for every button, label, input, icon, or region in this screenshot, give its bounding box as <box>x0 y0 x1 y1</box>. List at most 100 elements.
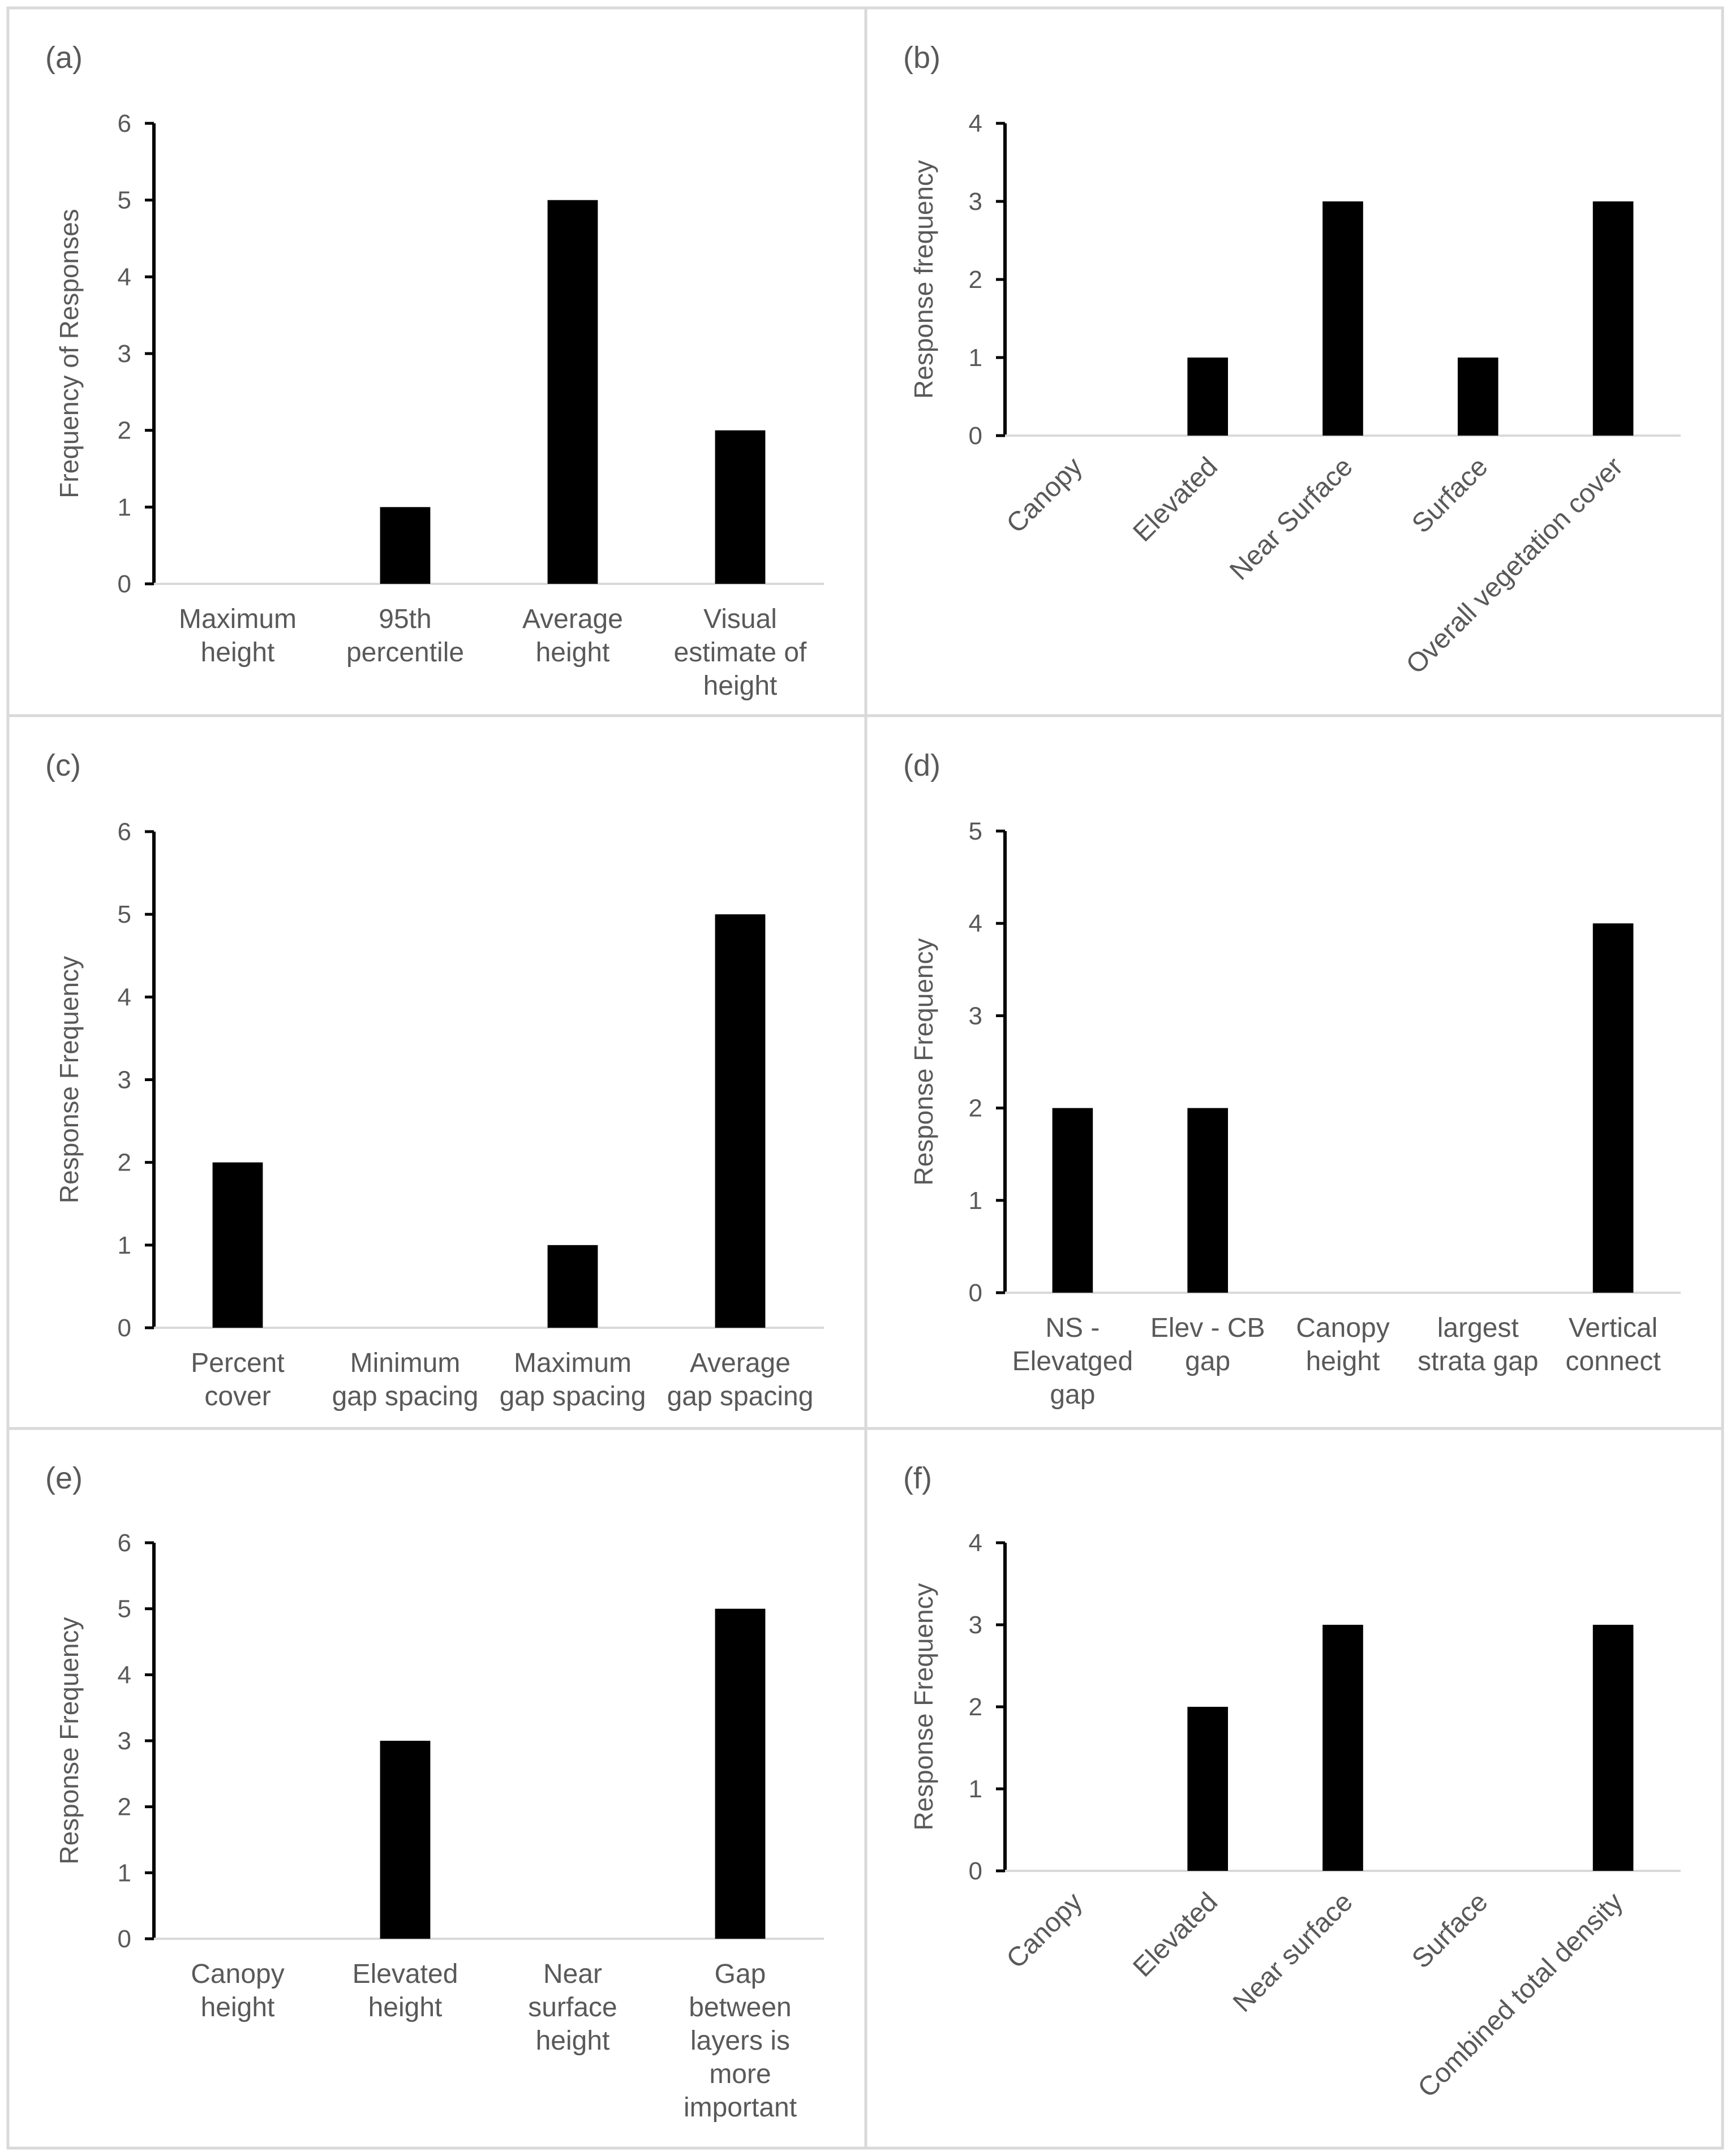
x-category-label: largest strata gap <box>1418 1313 1538 1376</box>
bar <box>547 1245 598 1328</box>
panel-e: (e) Response Frequency 0 1 2 3 4 5 6 Canopy height… <box>6 1427 868 2150</box>
y-tick-label: 6 <box>118 110 131 137</box>
panel-f: (f) Response Frequency 0 1 2 3 4 Canopy Elevated… <box>864 1427 1724 2150</box>
y-tick-label: 2 <box>969 1095 982 1122</box>
bar <box>212 1162 263 1328</box>
y-tick-label: 2 <box>969 1693 982 1721</box>
x-category-label: Elevated <box>1127 451 1223 548</box>
panel-b: (b) Response frequency 0 1 2 3 4 Canopy Elevated… <box>864 6 1724 717</box>
bar <box>1457 358 1498 436</box>
bar <box>1592 923 1634 1293</box>
bar <box>1322 201 1363 436</box>
panel-border <box>864 1427 1724 2150</box>
bar <box>1052 1108 1093 1293</box>
y-tick-label: 5 <box>969 817 982 845</box>
x-category-label: Near surface height <box>528 1959 617 2056</box>
y-axis-title: Frequency of Responses <box>54 209 84 498</box>
y-tick-label: 2 <box>118 1793 131 1821</box>
y-tick-label: 5 <box>118 1595 131 1623</box>
y-axis-title: Response Frequency <box>909 1583 938 1830</box>
y-tick-label: 6 <box>118 818 131 846</box>
x-category-label: Maximum height <box>179 604 297 668</box>
x-category-label: Percent cover <box>191 1348 284 1411</box>
x-category-label: Canopy height <box>191 1959 284 2022</box>
panel-a: (a) Frequency of Responses 0 1 2 3 4 5 6 Maximum h… <box>6 6 868 717</box>
x-category-label: 95th percentile <box>346 604 464 668</box>
y-tick-label: 1 <box>969 1775 982 1803</box>
y-tick-label: 1 <box>969 1187 982 1215</box>
panel-label: (e) <box>45 1461 83 1495</box>
panel-label: (f) <box>903 1461 932 1495</box>
bar <box>1187 358 1229 436</box>
x-category-label: Average height <box>522 604 623 668</box>
y-tick-label: 2 <box>118 417 131 445</box>
bar <box>1592 201 1634 436</box>
panel-label: (a) <box>45 41 83 75</box>
y-tick-label: 1 <box>118 1859 131 1887</box>
x-category-label: Elevated height <box>353 1959 458 2022</box>
x-category-label: Surface <box>1406 1887 1493 1974</box>
x-category-label: Average gap spacing <box>667 1348 814 1411</box>
x-category-label: Vertical connect <box>1566 1313 1661 1376</box>
x-category-label: Near Surface <box>1224 451 1358 586</box>
y-tick-label: 0 <box>118 570 131 598</box>
bar <box>715 1608 766 1939</box>
y-tick-label: 4 <box>118 1661 131 1689</box>
x-category-label: NS -Elevatged gap <box>1012 1313 1133 1410</box>
x-category-label: Elev - CB gap <box>1150 1313 1265 1376</box>
bar <box>380 1741 431 1939</box>
y-tick-label: 0 <box>969 422 982 450</box>
bar <box>715 430 766 584</box>
x-category-label: Gap between layers is more important <box>684 1959 797 2123</box>
x-category-label: Near surface <box>1227 1887 1359 2018</box>
y-tick-label: 1 <box>118 493 131 521</box>
x-category-label: Surface <box>1406 451 1493 539</box>
y-tick-label: 3 <box>969 188 982 216</box>
y-tick-label: 1 <box>969 344 982 372</box>
y-tick-label: 3 <box>969 1002 982 1030</box>
panel-c: (c) Response Frequency 0 1 2 3 4 5 6 Percent cover… <box>6 714 868 1430</box>
bar <box>380 507 431 584</box>
y-tick-label: 2 <box>118 1149 131 1177</box>
y-tick-label: 5 <box>118 901 131 928</box>
panel-label: (b) <box>903 41 940 75</box>
y-tick-label: 4 <box>969 910 982 937</box>
y-tick-label: 3 <box>969 1611 982 1639</box>
y-tick-label: 4 <box>118 263 131 291</box>
bar <box>1187 1108 1229 1293</box>
y-axis-title: Response Frequency <box>54 1617 84 1864</box>
y-tick-label: 4 <box>969 1529 982 1557</box>
panel-d: (d) Response Frequency 0 1 2 3 4 5 NS -Elevatged… <box>864 714 1724 1430</box>
x-category-label: Canopy <box>1001 1887 1088 1974</box>
y-tick-label: 3 <box>118 1727 131 1755</box>
y-tick-label: 2 <box>969 266 982 294</box>
bar <box>1187 1707 1229 1871</box>
y-tick-label: 3 <box>118 1066 131 1094</box>
y-tick-label: 5 <box>118 187 131 214</box>
bar <box>715 914 766 1328</box>
bar <box>1322 1625 1363 1871</box>
y-tick-label: 0 <box>969 1279 982 1307</box>
y-tick-label: 6 <box>118 1529 131 1557</box>
y-axis-title: Response Frequency <box>909 938 938 1185</box>
bar <box>1592 1625 1634 1871</box>
x-category-label: Minimum gap spacing <box>332 1348 479 1411</box>
bar <box>547 200 598 584</box>
x-category-label: Maximum gap spacing <box>500 1348 646 1411</box>
y-tick-label: 1 <box>118 1232 131 1259</box>
panel-label: (d) <box>903 748 940 782</box>
y-tick-label: 0 <box>118 1314 131 1342</box>
x-category-label: Elevated <box>1127 1887 1223 1983</box>
y-tick-label: 3 <box>118 340 131 368</box>
x-category-label: Canopy <box>1001 451 1088 539</box>
y-axis-title: Response frequency <box>909 160 938 399</box>
x-category-label: Overall vegetation cover <box>1401 451 1629 679</box>
panel-label: (c) <box>45 748 81 782</box>
y-tick-label: 4 <box>118 983 131 1011</box>
x-category-label: Canopy height <box>1296 1313 1389 1376</box>
y-axis-title: Response Frequency <box>54 956 84 1203</box>
y-tick-label: 0 <box>969 1857 982 1885</box>
x-category-label: Visual estimate of height <box>674 604 807 701</box>
y-tick-label: 0 <box>118 1925 131 1953</box>
